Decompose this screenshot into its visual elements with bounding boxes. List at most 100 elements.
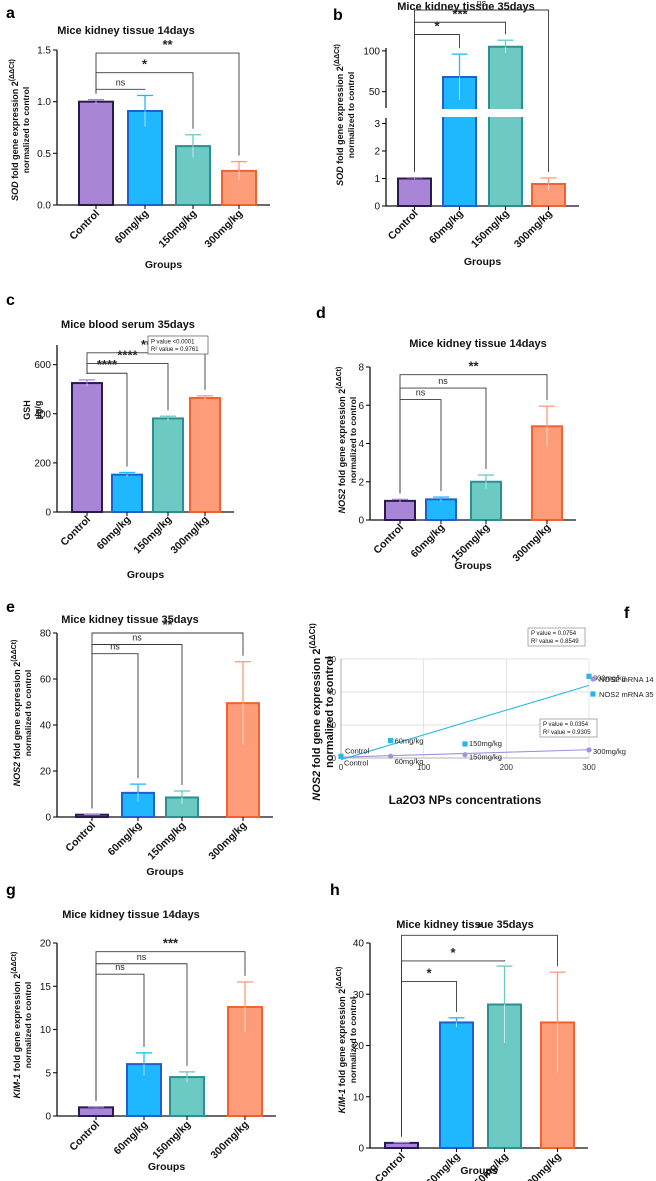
stats-r2-14: R² value = 0.9305 [543,730,591,736]
bar-150mg/kg [488,45,523,207]
x-tick-label: 300mg/kg [521,1151,564,1181]
y-tick-label: 10 [40,1025,52,1036]
panel-h: h Mice kidney tissue 35days 0 10 20 30 40 Contr… [330,882,588,1181]
y-axis-subtitle: µg/g [33,401,43,420]
y-axis-title: NOS2 fold gene expression 2(ΔΔCt) [308,623,323,801]
x-tick-label: 0 [339,763,344,772]
y-tick-label: 3 [374,119,380,130]
data-point [462,752,468,758]
data-point [388,753,394,759]
y-axis-gene: KIM-1 [12,1074,22,1099]
y-axis-title-text: fold gene expression 2 [337,389,347,489]
y-tick-label: 2 [358,477,364,488]
y-axis-gene: NOS2 [12,762,22,787]
panel-label: g [6,882,16,899]
x-tick-label: 300mg/kg [168,514,211,557]
significance-label: * [450,945,456,960]
panel-label: h [330,882,340,899]
bar-Control [397,177,432,207]
y-axis-gene: SOD [335,166,345,186]
y-axis-title-text: fold gene expression 2 [311,649,323,771]
significance-label: *** [452,6,468,21]
x-tick-label: Control [373,1151,408,1181]
panel-label: d [316,305,326,322]
y-axis-superscript: (ΔΔCt) [334,44,341,66]
y-tick-label: 5 [45,1068,51,1079]
y-axis-title: SOD fold gene expression 2(ΔΔCt) [334,44,345,186]
x-tick-label: 150mg/kg [156,208,199,251]
x-tick-label: 100 [417,763,431,772]
panel-d: d Mice kidney tissue 14days 0 2 4 6 8 Control 60… [316,305,576,572]
y-axis-gene: KIM-1 [337,1089,347,1114]
y-axis-superscript: (ΔΔCt) [11,640,18,662]
point-label: 60mg/kg [395,737,424,746]
stats-pvalue-35: P value = 0.0754 [531,631,577,637]
trendline [340,684,590,761]
bar-60mg/kg [111,473,143,514]
data-point [586,747,592,753]
panel-e: e Mice kidney tissue 35days 0 20 40 60 80 Contr… [6,599,273,878]
x-tick-label: Control [58,514,93,549]
y-tick-label: 80 [40,629,52,640]
bar-60mg/kg [439,1021,474,1149]
y-axis-superscript: (ΔΔCt) [336,967,343,989]
panel-label: b [333,7,343,24]
x-tick-label: 60mg/kg [113,208,152,247]
x-tick-label: 150mg/kg [150,1119,193,1162]
x-tick-label: Control [386,208,421,243]
stats-box-35 [527,627,586,647]
panel-b: b Mice kidney tissue 35days012350100Contr… [333,0,581,268]
significance-label: * [477,919,483,934]
x-tick-label: 150mg/kg [145,820,188,863]
y-tick-label: 0 [374,202,380,213]
legend-marker [590,676,596,682]
x-tick-label: 300mg/kg [202,208,245,251]
y-tick-label: 50 [369,87,381,98]
point-label: 60mg/kg [395,757,424,766]
data-point [586,673,592,679]
significance-label: * [434,19,440,34]
stats-box-14 [539,718,598,738]
y-axis-subtitle: normalized to control [324,656,336,768]
y-axis-title: KIM-1 fold gene expression 2(ΔΔCt) [11,952,22,1099]
bar-300mg/kg [226,702,260,819]
chart-title: Mice blood serum 35days [61,319,195,331]
x-tick-label: Control [63,820,98,855]
chart-title: Mice kidney tissue 35days [61,614,199,626]
significance-label: ns [110,642,120,652]
y-axis-title-text: fold gene expression 2 [12,662,22,762]
point-label: Control [345,746,370,755]
x-tick-label: 60mg/kg [409,522,448,561]
x-tick-label: Control [67,1119,102,1154]
bar-60mg/kg [425,498,457,522]
significance-bracket [91,632,244,809]
y-axis-superscript: (ΔΔCt) [308,623,317,649]
point-label: 300mg/kg [593,673,626,682]
y-axis-subtitle: normalized to control [346,72,356,158]
y-tick-label: 30 [353,990,365,1001]
data-point [338,753,344,759]
x-tick-label: Control [67,208,102,243]
y-tick-label: 20 [327,721,336,730]
series-NOS2 mRNA 35: Control 60mg/kg 150mg/kg 300mg/kg [338,673,626,761]
y-axis-title: NOS2 fold gene expression 2(ΔΔCt) [11,640,22,787]
y-axis-title-text: fold gene expression 2 [12,974,22,1074]
y-axis-superscript: (ΔΔCt) [11,952,18,974]
significance-bracket [399,399,442,494]
y-tick-label: 0 [45,1112,51,1123]
y-axis-title-text: fold gene expression 2 [10,81,20,181]
y-tick-label: 15 [40,982,52,993]
stats-pvalue-14: P value = 0.0354 [543,722,589,728]
y-tick-label: 1.0 [37,97,51,108]
x-tick-label: 60mg/kg [95,514,134,553]
chart-title: Mice kidney tissue 14days [57,25,195,37]
series-NOS2 mRNA 14: Control 60mg/kg 150mg/kg 300mg/kg [338,747,626,767]
y-axis-title: SOD fold gene expression 2(ΔΔCt) [9,59,20,201]
y-tick-label: 0 [358,516,364,527]
y-axis-subtitle: normalized to control [21,87,31,173]
significance-bracket [91,653,139,809]
significance-label: **** [97,357,118,372]
y-tick-label: 0.0 [37,201,51,212]
x-tick-label: 300mg/kg [510,522,553,565]
